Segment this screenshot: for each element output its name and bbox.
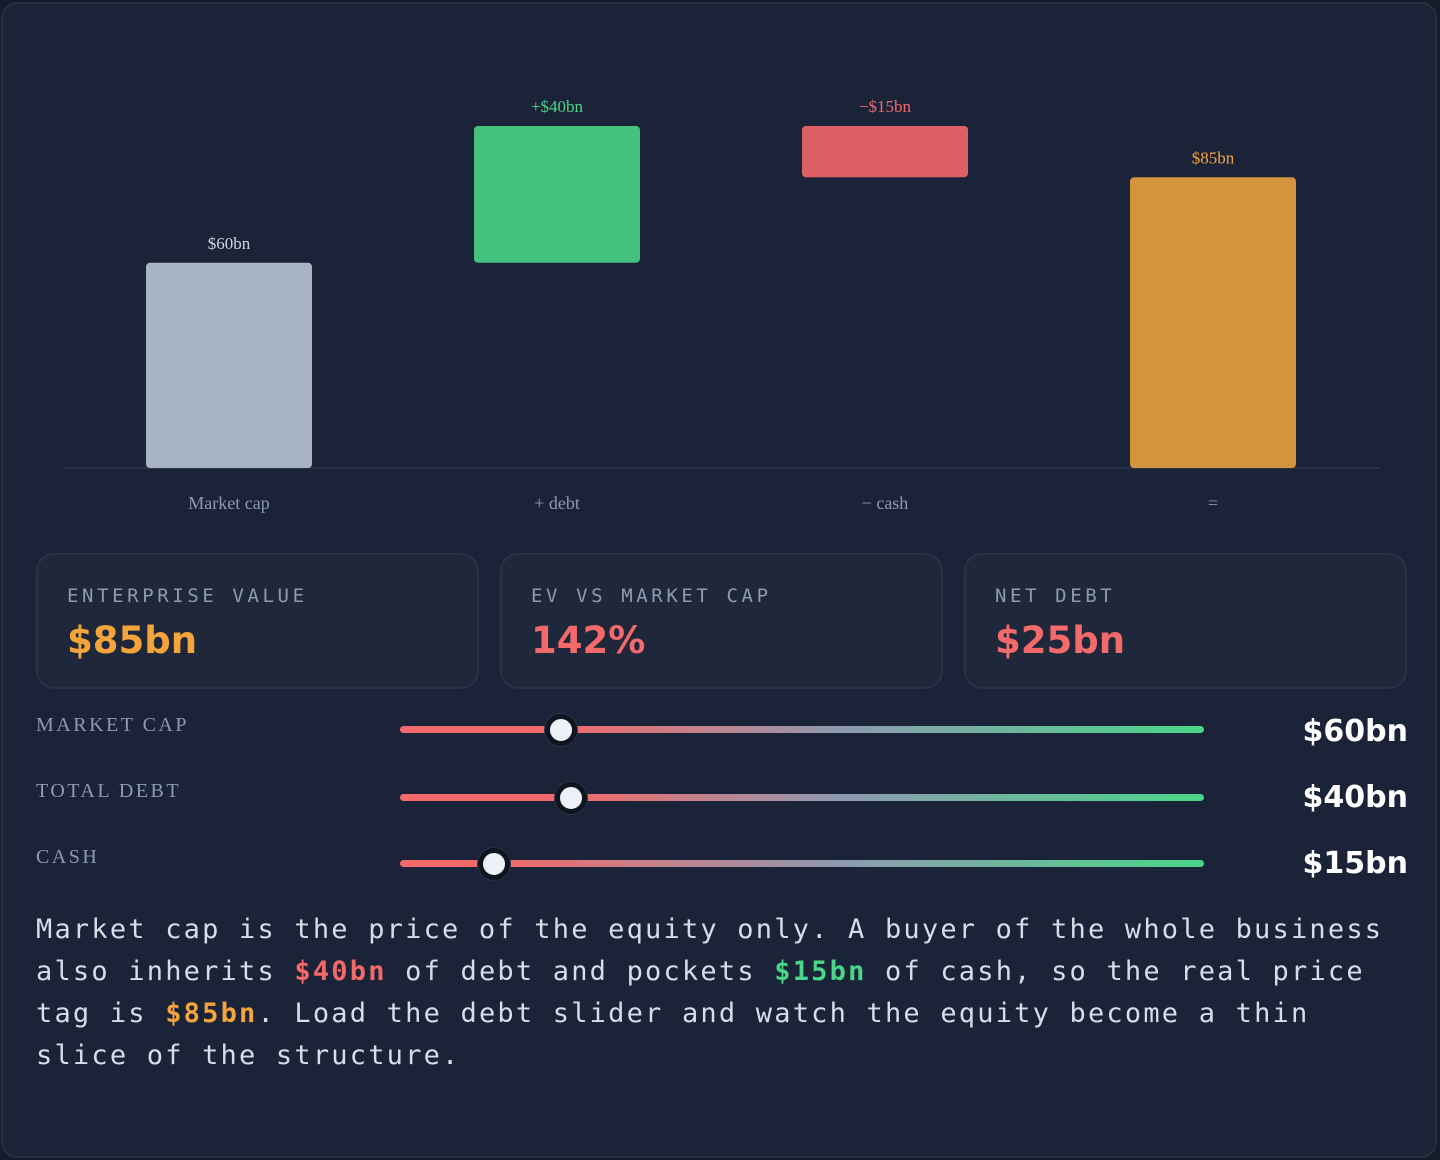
ev-amount: $85bn — [165, 998, 258, 1029]
card-value: 142% — [531, 619, 646, 662]
bar-value-label: $60bn — [208, 234, 251, 253]
waterfall-bar — [146, 262, 312, 468]
category-label: − cash — [862, 493, 909, 513]
category-label: = — [1208, 493, 1218, 513]
slider-label: CASH — [36, 846, 100, 868]
market-cap-slider[interactable] — [400, 714, 1204, 746]
cash-amount: $15bn — [774, 956, 867, 987]
explanation-part: . Load the debt slider and watch the equ… — [36, 998, 1310, 1071]
explanation-part: of cash, so the real price tag is — [36, 956, 1365, 1029]
card-label: NET DEBT — [995, 585, 1116, 607]
bar-value-label: +$40bn — [531, 97, 584, 116]
slider-thumb[interactable] — [478, 848, 511, 880]
slider-thumb[interactable] — [544, 714, 577, 746]
metric-cards: ENTERPRISE VALUE $85bn EV VS MARKET CAP … — [36, 553, 1408, 689]
slider-value: $15bn — [1302, 846, 1408, 881]
card-enterprise-value: ENTERPRISE VALUE $85bn — [36, 553, 479, 689]
explanation-part: Market cap is the price of the equity on… — [36, 914, 1384, 987]
slider-value: $60bn — [1302, 714, 1408, 749]
bar-value-label: −$15bn — [859, 97, 912, 116]
waterfall-bar — [1130, 177, 1296, 469]
category-label: Market cap — [188, 493, 269, 513]
card-label: EV VS MARKET CAP — [531, 585, 772, 607]
slider-thumb[interactable] — [555, 782, 588, 814]
card-ev-vs-market-cap: EV VS MARKET CAP 142% — [500, 553, 943, 689]
cash-slider[interactable] — [400, 848, 1204, 880]
card-net-debt: NET DEBT $25bn — [964, 553, 1407, 689]
explanation-text: Market cap is the price of the equity on… — [36, 909, 1416, 1077]
cash-slider-row: CASH $15bn — [36, 846, 1408, 896]
card-value: $25bn — [995, 619, 1126, 662]
debt-amount: $40bn — [294, 956, 387, 987]
slider-label: MARKET CAP — [36, 714, 189, 736]
waterfall-bar — [474, 126, 640, 263]
category-label: + debt — [534, 493, 580, 513]
waterfall-chart: $60bn Market cap +$40bn + debt −$15bn − cash $… — [64, 97, 1379, 513]
total-debt-slider[interactable] — [400, 782, 1204, 814]
waterfall-bar — [802, 126, 968, 178]
card-value: $85bn — [67, 619, 198, 662]
total-debt-slider-row: TOTAL DEBT $40bn — [36, 780, 1408, 830]
bar-value-label: $85bn — [1192, 148, 1235, 167]
slider-label: TOTAL DEBT — [36, 780, 182, 802]
market-cap-slider-row: MARKET CAP $60bn — [36, 714, 1408, 764]
explanation-part: of debt and pockets — [386, 956, 775, 987]
slider-value: $40bn — [1302, 780, 1408, 815]
card-label: ENTERPRISE VALUE — [67, 585, 308, 607]
